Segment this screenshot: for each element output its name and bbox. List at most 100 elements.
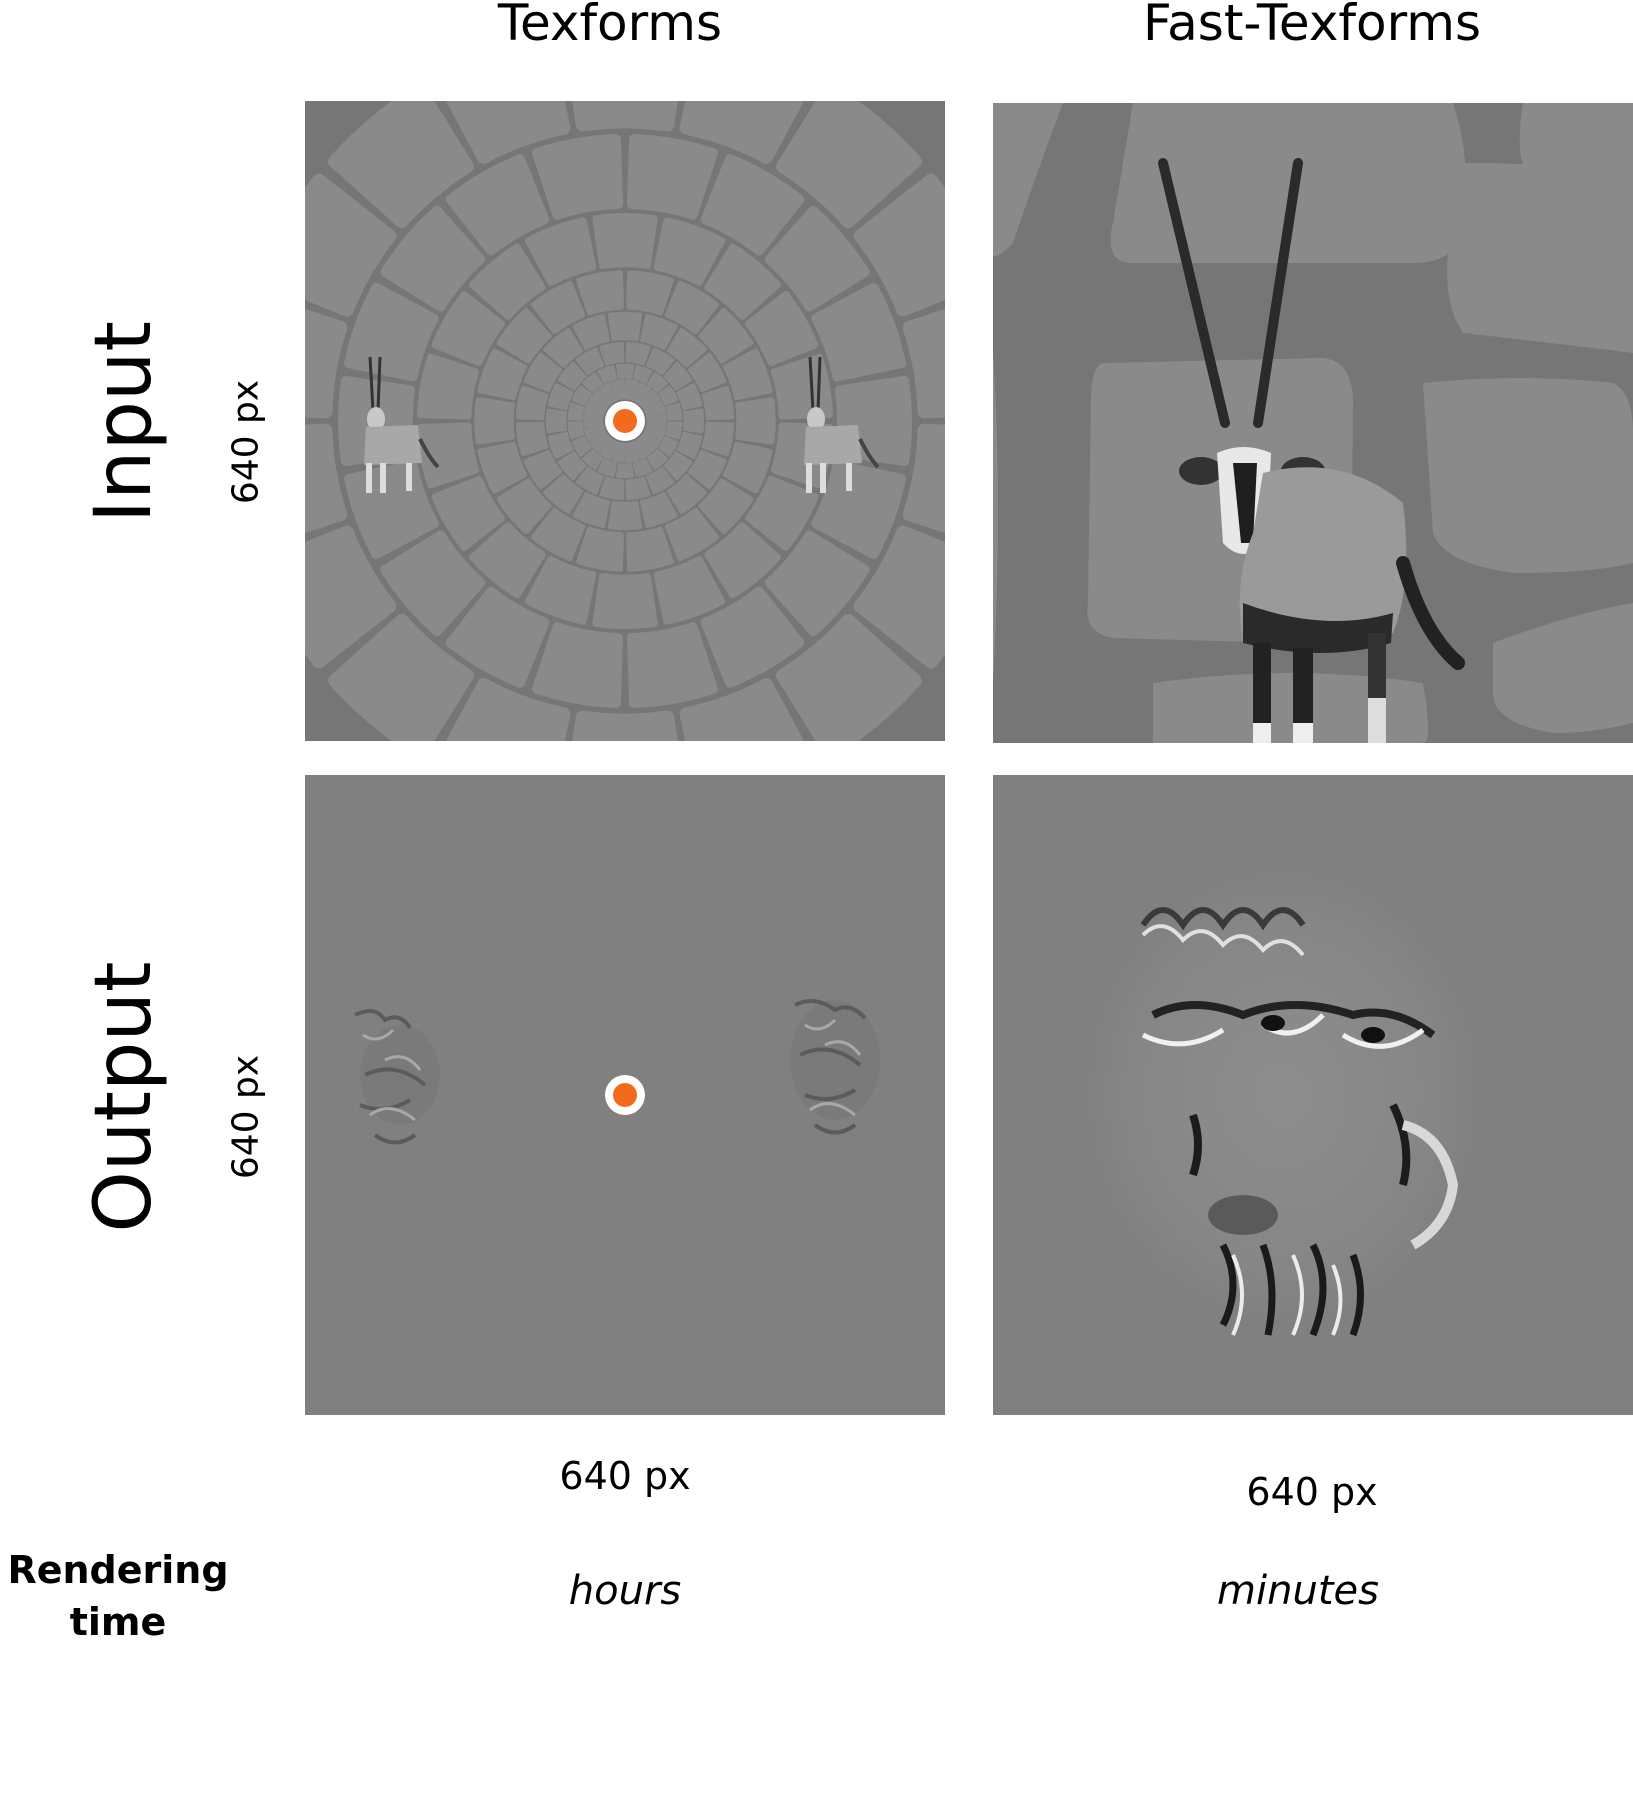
texforms-width-label: 640 px — [559, 1454, 691, 1498]
texture-blob-left — [354, 1009, 440, 1145]
pooling-region — [584, 400, 599, 416]
pooling-region — [625, 476, 651, 501]
pooling-region — [576, 526, 624, 572]
pooling-region — [445, 586, 550, 688]
pooling-region — [645, 347, 675, 376]
pooling-region — [380, 530, 486, 637]
pooling-region — [417, 353, 480, 420]
pooling-region — [651, 400, 666, 416]
pooling-region — [625, 341, 651, 366]
pooling-region — [615, 363, 635, 380]
pooling-region — [547, 431, 574, 460]
pooling-region — [632, 458, 653, 478]
pooling-region — [575, 347, 605, 376]
texforms-input-image — [305, 101, 945, 741]
pooling-region — [592, 213, 658, 269]
pooling-region — [597, 458, 618, 478]
pooling-region — [664, 507, 720, 562]
pooling-region — [635, 444, 652, 460]
output-height-label: 640 px — [225, 1054, 267, 1180]
pooling-region — [607, 311, 643, 342]
pooling-region — [698, 478, 754, 534]
pooling-region — [445, 678, 571, 741]
pooling-region — [515, 385, 549, 421]
pooling-region — [431, 475, 505, 551]
pooling-region — [676, 431, 703, 460]
pooling-region — [764, 530, 870, 637]
pooling-region — [653, 217, 726, 286]
pooling-region — [701, 385, 735, 421]
pooling-region — [581, 372, 604, 394]
pooling-region — [666, 327, 707, 368]
rendering-time-label-line1: Rendering — [7, 1548, 229, 1592]
pooling-region — [635, 435, 649, 448]
pooling-region — [704, 243, 781, 320]
texforms-output-image — [305, 775, 945, 1415]
pooling-region — [663, 451, 693, 481]
pooling-region — [679, 101, 805, 164]
pooling-region — [469, 522, 546, 599]
pooling-region — [688, 449, 727, 490]
pooling-region — [343, 282, 439, 382]
pooling-region — [611, 379, 626, 393]
pooling-region — [645, 410, 656, 422]
pooling-region — [646, 448, 669, 470]
pooling-region — [658, 436, 679, 457]
pooling-region — [571, 436, 592, 457]
oryx-thumbnail-left — [364, 356, 440, 493]
pooling-region — [655, 414, 667, 428]
pooling-region — [599, 476, 625, 501]
fast-texforms-rendering-time: minutes — [1217, 1568, 1379, 1614]
pooling-region — [644, 389, 661, 406]
pooling-region — [543, 474, 584, 515]
pooling-region — [328, 613, 474, 741]
pooling-region — [305, 525, 397, 669]
pooling-region — [619, 442, 631, 452]
pooling-region — [704, 522, 781, 599]
pooling-region — [679, 678, 805, 741]
pooling-region — [572, 491, 610, 528]
pooling-region — [545, 408, 568, 434]
pooling-region — [665, 402, 683, 421]
pooling-region — [524, 556, 597, 625]
pooling-region — [676, 382, 703, 411]
pooling-region — [523, 352, 562, 393]
fast-texforms-width-label: 640 px — [1246, 1470, 1378, 1514]
rendering-time-label: Rendering time — [0, 1544, 248, 1648]
pooling-region — [477, 441, 528, 494]
fast-texforms-output-image — [993, 775, 1633, 1415]
pooling-region — [515, 421, 549, 457]
pooling-region — [305, 173, 397, 317]
pooling-region — [305, 308, 348, 419]
pooling-region — [596, 428, 609, 441]
oryx-thumbnail-right — [804, 356, 880, 493]
pooling-region — [524, 217, 597, 286]
pooling-region — [619, 390, 631, 400]
pooling-region — [624, 379, 639, 393]
oryx-large — [1158, 158, 1465, 743]
pooling-region — [664, 280, 720, 335]
pooling-region — [547, 382, 574, 411]
pooling-region — [431, 291, 505, 367]
pooling-region — [700, 154, 805, 256]
pooling-region — [572, 101, 678, 132]
pooling-region — [594, 420, 605, 432]
pooling-region — [523, 449, 562, 490]
pooling-region — [445, 154, 550, 256]
pooling-region — [698, 308, 754, 364]
pooling-region — [776, 101, 922, 229]
pooling-region — [665, 421, 683, 440]
pooling-regions — [305, 101, 945, 741]
pooling-region — [635, 382, 652, 398]
row-title-output: Output — [79, 961, 169, 1233]
pooling-region — [735, 397, 776, 445]
row-title-input: Input — [79, 321, 169, 523]
pooling-region — [626, 526, 674, 572]
pooling-region — [632, 364, 653, 384]
pooling-region — [305, 423, 348, 534]
pooling-region — [745, 475, 819, 551]
pooling-region — [594, 410, 605, 422]
pooling-region — [572, 314, 610, 351]
pooling-region — [597, 364, 618, 384]
pooling-region — [543, 327, 584, 368]
